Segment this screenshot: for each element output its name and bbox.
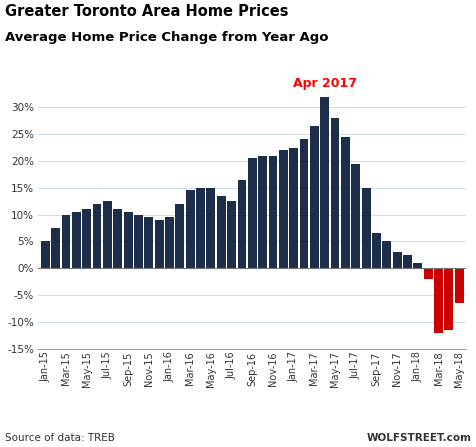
Bar bbox=[279, 150, 288, 268]
Bar bbox=[403, 255, 412, 268]
Bar bbox=[362, 188, 370, 268]
Text: Average Home Price Change from Year Ago: Average Home Price Change from Year Ago bbox=[5, 31, 328, 44]
Bar bbox=[165, 217, 174, 268]
Bar bbox=[320, 97, 329, 268]
Bar bbox=[155, 220, 164, 268]
Bar bbox=[248, 158, 257, 268]
Bar bbox=[113, 209, 122, 268]
Bar bbox=[186, 190, 195, 268]
Bar bbox=[424, 268, 433, 279]
Bar bbox=[217, 196, 226, 268]
Bar bbox=[93, 204, 101, 268]
Bar bbox=[61, 215, 70, 268]
Bar bbox=[372, 233, 381, 268]
Bar bbox=[310, 126, 319, 268]
Text: WOLFSTREET.com: WOLFSTREET.com bbox=[366, 433, 471, 443]
Bar bbox=[331, 118, 339, 268]
Bar bbox=[445, 268, 453, 330]
Bar bbox=[382, 241, 391, 268]
Bar bbox=[258, 156, 267, 268]
Bar bbox=[268, 156, 278, 268]
Bar bbox=[176, 204, 184, 268]
Bar bbox=[124, 212, 132, 268]
Bar bbox=[144, 217, 153, 268]
Text: Greater Toronto Area Home Prices: Greater Toronto Area Home Prices bbox=[5, 4, 288, 20]
Bar bbox=[207, 188, 215, 268]
Bar bbox=[196, 188, 205, 268]
Bar bbox=[103, 201, 112, 268]
Bar bbox=[51, 228, 60, 268]
Bar bbox=[289, 148, 298, 268]
Bar bbox=[414, 263, 422, 268]
Bar bbox=[82, 209, 91, 268]
Bar bbox=[134, 215, 143, 268]
Text: Source of data: TREB: Source of data: TREB bbox=[5, 433, 115, 443]
Text: Apr 2017: Apr 2017 bbox=[293, 77, 357, 90]
Bar bbox=[299, 139, 308, 268]
Bar bbox=[455, 268, 464, 303]
Bar bbox=[238, 180, 247, 268]
Bar bbox=[72, 212, 81, 268]
Bar bbox=[341, 137, 350, 268]
Bar bbox=[434, 268, 443, 333]
Bar bbox=[41, 241, 50, 268]
Bar bbox=[351, 164, 360, 268]
Bar bbox=[393, 252, 402, 268]
Bar bbox=[227, 201, 236, 268]
